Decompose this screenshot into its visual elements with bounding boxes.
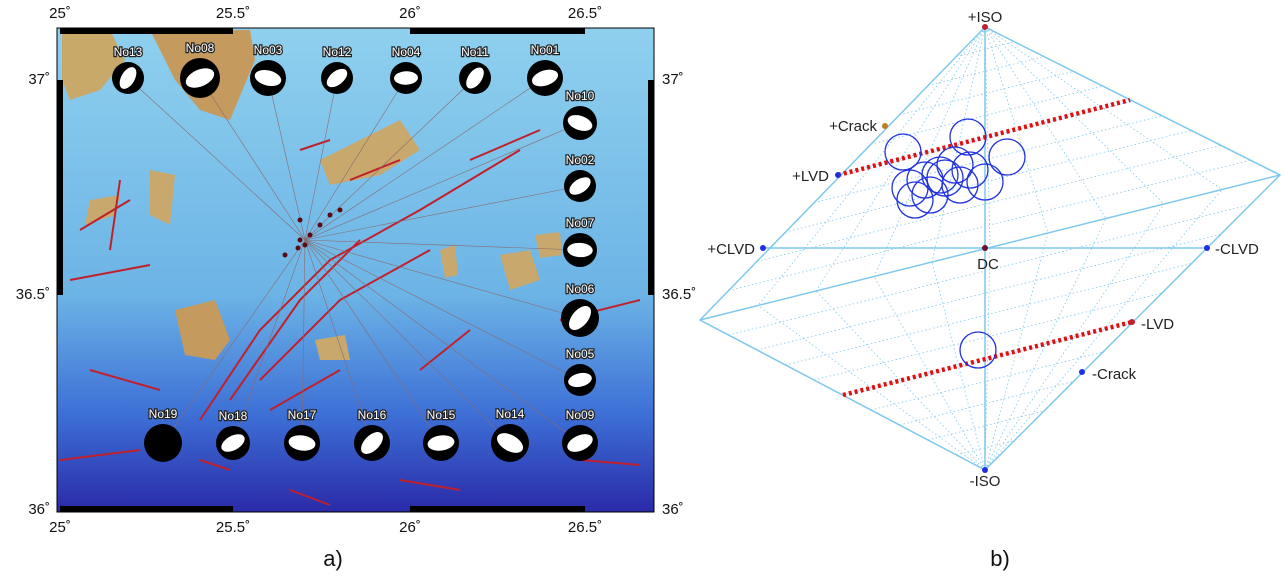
panel-caption: b) bbox=[990, 546, 1010, 571]
station-label: No14 bbox=[496, 407, 525, 421]
beachball bbox=[354, 425, 390, 461]
station-label: No15 bbox=[427, 408, 456, 422]
beachball bbox=[563, 233, 597, 267]
beachball bbox=[390, 62, 422, 94]
beachball bbox=[144, 424, 182, 462]
hudson-label: -CLVD bbox=[1215, 241, 1259, 258]
station-label: No19 bbox=[149, 407, 178, 421]
hudson-panel: +ISO -ISO +Crack -Crack +LVD -LVD +CLVD … bbox=[700, 9, 1280, 571]
beachball bbox=[321, 62, 353, 94]
station-label: No01 bbox=[531, 43, 560, 57]
hudson-label: DC bbox=[977, 256, 999, 273]
panel-caption: a) bbox=[323, 546, 343, 571]
lat-label: 36.5˚ bbox=[662, 286, 696, 303]
station-label: No13 bbox=[114, 45, 143, 59]
lon-label: 26.5˚ bbox=[568, 5, 602, 22]
beachball bbox=[423, 425, 459, 461]
lon-label: 25˚ bbox=[49, 519, 71, 536]
hudson-label: +CLVD bbox=[707, 241, 755, 258]
station-label: No16 bbox=[358, 408, 387, 422]
station-label: No18 bbox=[219, 409, 248, 423]
beachball bbox=[564, 170, 596, 202]
lat-label: 36˚ bbox=[662, 501, 684, 518]
hudson-label: -Crack bbox=[1092, 366, 1137, 383]
beachball bbox=[563, 106, 597, 140]
station-label: No09 bbox=[566, 408, 595, 422]
beachball bbox=[491, 424, 529, 462]
hudson-label: +ISO bbox=[968, 9, 1003, 26]
beachball bbox=[216, 426, 250, 460]
beachball bbox=[284, 425, 320, 461]
beachball bbox=[180, 58, 220, 98]
lon-label: 26.5˚ bbox=[568, 519, 602, 536]
station-label: No11 bbox=[461, 45, 489, 59]
station-label: No08 bbox=[186, 41, 215, 55]
lon-label: 25.5˚ bbox=[216, 5, 250, 22]
lat-label: 36.5˚ bbox=[16, 286, 50, 303]
station-label: No12 bbox=[323, 45, 352, 59]
station-label: No05 bbox=[566, 347, 595, 361]
lon-label: 25.5˚ bbox=[216, 519, 250, 536]
beachball bbox=[527, 60, 563, 96]
beachball bbox=[561, 299, 599, 337]
map-panel: No13 No08 No03 No12 No04 No11 No01 No10 No02 No07… bbox=[16, 5, 696, 571]
beachball bbox=[562, 425, 598, 461]
lat-label: 37˚ bbox=[662, 71, 684, 88]
hudson-label: -LVD bbox=[1141, 316, 1174, 333]
lat-label: 36˚ bbox=[28, 501, 50, 518]
beachball bbox=[564, 364, 596, 396]
hudson-label: -ISO bbox=[970, 473, 1001, 490]
hudson-frame bbox=[700, 27, 1280, 470]
lon-label: 26˚ bbox=[399, 519, 421, 536]
station-label: No17 bbox=[288, 408, 317, 422]
station-label: No04 bbox=[392, 45, 421, 59]
lon-label: 26˚ bbox=[399, 5, 421, 22]
station-label: No03 bbox=[254, 43, 283, 57]
station-label: No10 bbox=[566, 89, 595, 103]
hudson-label: +LVD bbox=[792, 168, 829, 185]
station-label: No07 bbox=[566, 216, 595, 230]
beachball bbox=[112, 62, 144, 94]
beachball bbox=[459, 62, 491, 94]
lat-label: 37˚ bbox=[28, 71, 50, 88]
figure: No13 No08 No03 No12 No04 No11 No01 No10 No02 No07… bbox=[0, 0, 1284, 578]
beachball bbox=[250, 60, 286, 96]
station-label: No06 bbox=[566, 282, 595, 296]
station-label: No02 bbox=[566, 153, 595, 167]
hudson-label: +Crack bbox=[829, 118, 877, 135]
lon-label: 25˚ bbox=[49, 5, 71, 22]
